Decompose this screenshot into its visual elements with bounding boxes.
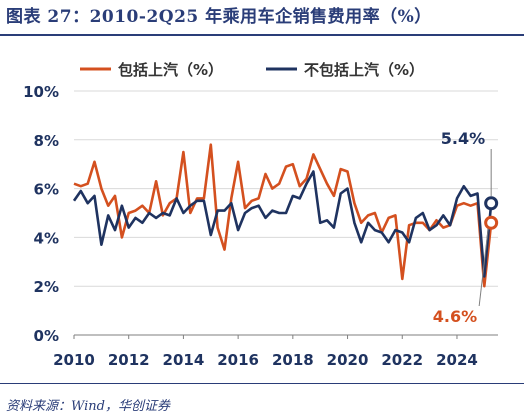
y-tick-label: 6% xyxy=(34,181,59,199)
y-tick-label: 10% xyxy=(23,83,59,101)
series-1-end-marker xyxy=(484,215,499,230)
series-line-excluding-saic xyxy=(72,170,493,278)
series-2-end-label: 5.4% xyxy=(441,129,485,148)
y-tick-label: 0% xyxy=(34,327,59,345)
x-tick-label: 2012 xyxy=(108,351,150,369)
figure-title: 图表 27：2010-2Q25 年乘用车企销售费用率（%） xyxy=(6,7,432,27)
source-rule xyxy=(0,383,524,384)
y-tick-label: 2% xyxy=(34,278,59,296)
legend-label-series-2: 不包括上汽（%） xyxy=(304,61,424,79)
series-2-end-marker xyxy=(484,196,499,211)
line-chart: 0%2%4%6%8%10% 2010 2012 2014 2016 2018 2020 20… xyxy=(23,61,499,369)
source-note: 资料来源：Wind，华创证券 xyxy=(6,399,170,414)
legend: 包括上汽（%） 不包括上汽（%） xyxy=(80,61,424,79)
x-tick-label: 2020 xyxy=(327,351,369,369)
series-line-including-saic xyxy=(73,143,493,288)
series-1-label-leader xyxy=(478,228,489,307)
x-tick-label: 2014 xyxy=(163,351,205,369)
x-tick-label: 2018 xyxy=(272,351,314,369)
x-tick-label: 2010 xyxy=(53,351,95,369)
y-tick-label: 8% xyxy=(34,132,59,150)
x-axis-ticks: 2010 2012 2014 2016 2018 2020 2022 2024 xyxy=(53,335,478,369)
legend-label-series-1: 包括上汽（%） xyxy=(118,61,223,79)
title-rule xyxy=(0,34,524,36)
x-tick-label: 2016 xyxy=(217,351,259,369)
series-1-end-label: 4.6% xyxy=(433,307,477,326)
x-tick-label: 2022 xyxy=(381,351,423,369)
gridlines xyxy=(74,90,498,287)
x-tick-label: 2024 xyxy=(436,351,478,369)
y-tick-label: 4% xyxy=(34,229,59,247)
y-axis-ticks: 0% 2% 4% 6% 8% 10% xyxy=(23,83,59,345)
